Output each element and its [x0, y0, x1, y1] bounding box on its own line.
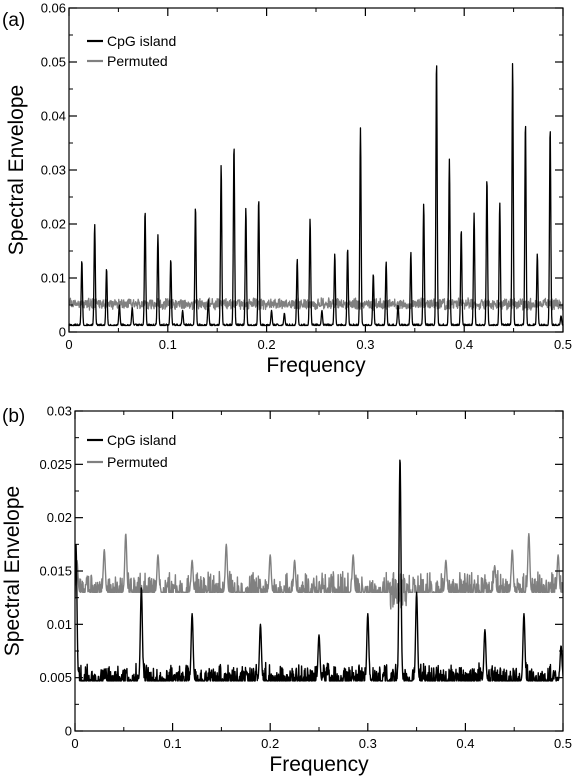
- legend-label: CpG island: [107, 33, 176, 49]
- x-axis-title: Frequency: [266, 354, 366, 377]
- series-line-cpg-island: [69, 63, 563, 327]
- chart-panel-b: (b) 0 0.1 0.2 0.3 0.4 0.5 0 0.005 0.01 0.015 0.02 0.…: [1, 404, 572, 777]
- x-tick-label: 0.3: [359, 736, 377, 751]
- legend: CpG island Permuted: [87, 432, 176, 470]
- legend: CpG island Permuted: [87, 33, 176, 69]
- y-tick-label: 0.03: [41, 163, 66, 178]
- legend-label: Permuted: [107, 454, 168, 470]
- x-tick-label: 0.1: [164, 736, 182, 751]
- y-tick-label: 0.05: [41, 55, 66, 70]
- y-tick-label: 0: [65, 724, 72, 739]
- y-tick-label: 0.03: [47, 404, 72, 419]
- y-tick-label: 0.02: [41, 217, 66, 232]
- y-tick-label: 0.025: [39, 457, 72, 472]
- series-line-permuted: [75, 532, 563, 610]
- x-tick-label: 0: [65, 337, 72, 352]
- legend-label: CpG island: [107, 432, 176, 448]
- x-tick-label: 0.5: [554, 736, 572, 751]
- panel-label: (b): [2, 406, 25, 427]
- x-tick-label: 0.4: [456, 736, 474, 751]
- y-tick-label: 0: [59, 325, 66, 340]
- legend-label: Permuted: [107, 53, 168, 69]
- x-tick-label: 0.3: [356, 337, 374, 352]
- y-tick-label: 0.01: [41, 271, 66, 286]
- chart-panel-a: (a) 0 0.1 0.2 0.3 0.4 0.5 0 0.01 0.02 0.03 0.04 0.05…: [2, 1, 572, 378]
- series-line-cpg-island: [75, 459, 563, 682]
- y-tick-label: 0.005: [39, 670, 72, 685]
- x-tick-label: 0.5: [554, 337, 572, 352]
- x-tick-label: 0.1: [159, 337, 177, 352]
- y-axis-title: Spectral Envelope: [1, 486, 24, 656]
- panel-label: (a): [2, 10, 25, 31]
- y-tick-label: 0.04: [41, 109, 66, 124]
- x-tick-label: 0: [71, 736, 78, 751]
- y-tick-label: 0.015: [39, 564, 72, 579]
- x-tick-label: 0.2: [261, 736, 279, 751]
- y-tick-label: 0.02: [47, 510, 72, 525]
- series-line-permuted: [69, 297, 563, 311]
- x-tick-label: 0.2: [258, 337, 276, 352]
- x-axis-title: Frequency: [269, 753, 369, 776]
- x-tick-label: 0.4: [455, 337, 473, 352]
- y-tick-label: 0.06: [41, 1, 66, 16]
- y-tick-label: 0.01: [47, 617, 72, 632]
- y-axis-title: Spectral Envelope: [5, 85, 28, 255]
